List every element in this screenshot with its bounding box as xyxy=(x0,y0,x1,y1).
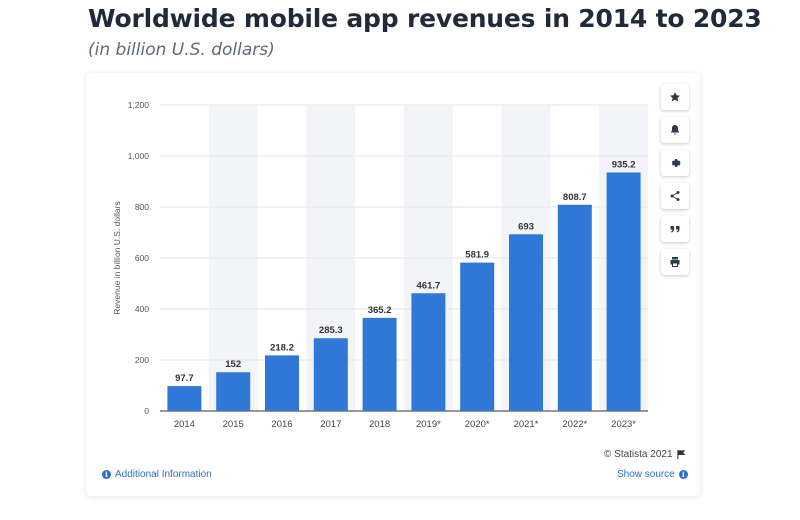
x-tick-label: 2021* xyxy=(514,419,539,430)
cite-button[interactable] xyxy=(661,216,689,242)
y-tick-label: 200 xyxy=(135,355,149,365)
data-label: 365.2 xyxy=(368,305,392,316)
data-label: 285.3 xyxy=(319,325,343,336)
chart-title: Worldwide mobile app revenues in 2014 to… xyxy=(88,4,762,33)
bar xyxy=(606,172,641,411)
favorite-button[interactable] xyxy=(661,84,689,110)
x-tick-label: 2020* xyxy=(465,419,490,430)
data-label: 581.9 xyxy=(465,250,489,261)
star-icon xyxy=(670,92,680,102)
y-tick-label: 1,200 xyxy=(128,100,150,110)
print-icon xyxy=(670,257,680,267)
bar xyxy=(509,234,543,411)
y-tick-label: 1,000 xyxy=(128,151,150,161)
gear-icon xyxy=(671,159,681,167)
notification-button[interactable] xyxy=(661,117,689,143)
share-icon xyxy=(670,191,680,201)
y-tick-label: 600 xyxy=(135,253,149,263)
x-tick-label: 2018 xyxy=(369,419,390,430)
data-label: 97.7 xyxy=(175,373,194,384)
x-tick-label: 2014 xyxy=(174,419,195,430)
copyright-notice: © Statista 2021 xyxy=(604,449,686,460)
bar xyxy=(167,386,202,411)
x-tick-label: 2023* xyxy=(611,419,636,430)
data-label: 152 xyxy=(225,359,241,370)
y-tick-label: 400 xyxy=(135,304,149,314)
info-icon: i xyxy=(102,470,111,479)
show-source-link[interactable]: Show source i xyxy=(617,469,688,480)
show-source-label: Show source xyxy=(617,469,675,480)
settings-button[interactable] xyxy=(661,150,689,176)
bar xyxy=(411,293,446,411)
x-tick-label: 2022* xyxy=(562,419,587,430)
bar xyxy=(216,372,251,411)
info-icon: i xyxy=(678,470,688,479)
x-tick-label: 2017 xyxy=(320,419,341,430)
data-label: 218.2 xyxy=(270,342,294,353)
y-axis-label: Revenue in billion U.S. dollars xyxy=(112,201,122,314)
print-button[interactable] xyxy=(661,249,689,275)
data-label: 808.7 xyxy=(563,192,587,203)
share-button[interactable] xyxy=(661,183,689,209)
y-tick-label: 800 xyxy=(135,202,149,212)
x-tick-label: 2019* xyxy=(416,419,441,430)
x-tick-label: 2016 xyxy=(271,419,292,430)
bar xyxy=(460,262,495,411)
additional-information-label: Additional Information xyxy=(115,469,212,480)
data-label: 935.2 xyxy=(612,160,636,171)
additional-information-link[interactable]: i Additional Information xyxy=(102,469,212,480)
data-label: 693 xyxy=(518,221,534,232)
chart-toolbar xyxy=(661,84,689,282)
bar xyxy=(265,355,299,411)
data-label: 461.7 xyxy=(417,280,441,291)
bar xyxy=(362,317,397,411)
x-tick-label: 2015 xyxy=(223,419,244,430)
bell-icon xyxy=(671,125,679,135)
bar xyxy=(557,204,592,411)
copyright-text: © Statista 2021 xyxy=(604,449,673,460)
quote-icon xyxy=(670,226,680,233)
chart-card xyxy=(86,73,700,496)
y-tick-label: 0 xyxy=(144,406,149,416)
bar xyxy=(313,338,348,411)
flag-icon[interactable] xyxy=(676,450,686,459)
chart-subtitle: (in billion U.S. dollars) xyxy=(88,40,275,60)
